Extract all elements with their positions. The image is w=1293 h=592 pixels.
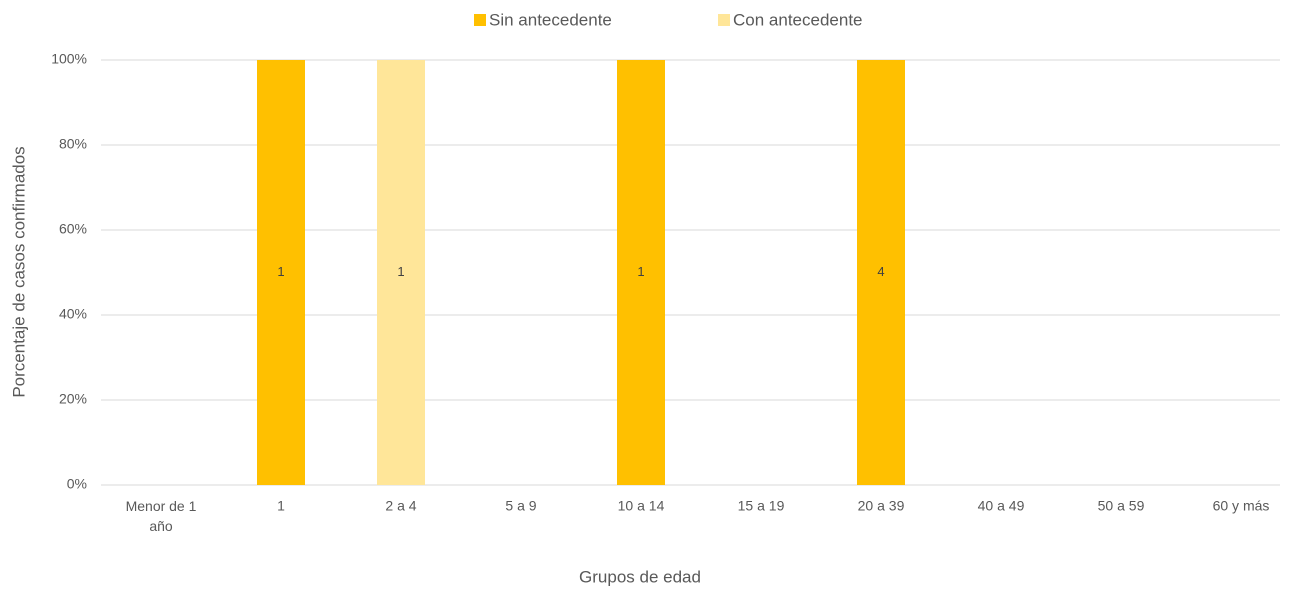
data-label: 1 <box>637 264 644 279</box>
bar <box>257 60 305 485</box>
legend-swatch <box>718 14 730 26</box>
x-tick-label: 10 a 14 <box>618 498 665 514</box>
y-axis-title: Porcentaje de casos confirmados <box>9 146 28 397</box>
x-tick-label: 2 a 4 <box>385 498 416 514</box>
x-tick-label: 1 <box>277 498 285 514</box>
x-tick-label: 15 a 19 <box>738 498 785 514</box>
y-tick-label: 20% <box>59 391 87 407</box>
y-tick-label: 60% <box>59 221 87 237</box>
x-tick-label: 40 a 49 <box>978 498 1025 514</box>
x-axis-title: Grupos de edad <box>579 567 701 586</box>
data-label: 1 <box>277 264 284 279</box>
y-tick-label: 0% <box>67 476 87 492</box>
x-tick-label: 50 a 59 <box>1098 498 1145 514</box>
x-tick-label: Menor de 1 año <box>126 498 197 534</box>
bar <box>377 60 425 485</box>
legend-swatch <box>474 14 486 26</box>
y-tick-label: 100% <box>51 51 87 67</box>
bar <box>617 60 665 485</box>
x-tick-label: 60 y más <box>1213 498 1270 514</box>
legend-label: Con antecedente <box>733 10 863 29</box>
y-tick-label: 40% <box>59 306 87 322</box>
bar <box>857 60 905 485</box>
data-label: 4 <box>877 264 884 279</box>
legend-label: Sin antecedente <box>489 10 612 29</box>
y-tick-label: 80% <box>59 136 87 152</box>
x-tick-label: 20 a 39 <box>858 498 905 514</box>
x-tick-label: 5 a 9 <box>505 498 536 514</box>
data-label: 1 <box>397 264 404 279</box>
